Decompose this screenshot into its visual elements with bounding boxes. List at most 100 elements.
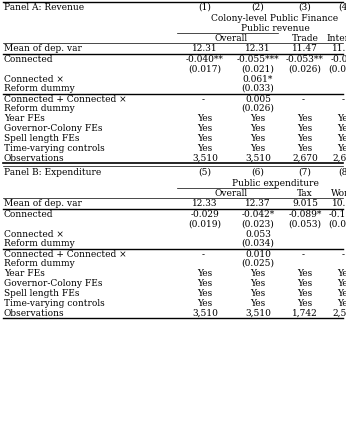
Text: (0.025): (0.025) bbox=[242, 259, 274, 268]
Text: (0.019): (0.019) bbox=[189, 220, 221, 229]
Text: Trade: Trade bbox=[292, 34, 318, 43]
Text: -0.043: -0.043 bbox=[331, 55, 346, 64]
Text: 11.47: 11.47 bbox=[292, 44, 318, 53]
Text: Overall: Overall bbox=[215, 34, 247, 43]
Text: -0.053**: -0.053** bbox=[286, 55, 324, 64]
Text: Yes: Yes bbox=[197, 299, 213, 308]
Text: Yes: Yes bbox=[197, 144, 213, 153]
Text: Time-varying controls: Time-varying controls bbox=[4, 299, 105, 308]
Text: 0.010: 0.010 bbox=[245, 250, 271, 259]
Text: Yes: Yes bbox=[251, 124, 266, 133]
Text: -: - bbox=[302, 95, 308, 104]
Text: Yes: Yes bbox=[337, 134, 346, 143]
Text: 10.32: 10.32 bbox=[332, 199, 346, 208]
Text: (0.032): (0.032) bbox=[329, 65, 346, 74]
Text: -0.042*: -0.042* bbox=[242, 210, 275, 219]
Text: Yes: Yes bbox=[251, 289, 266, 298]
Text: Yes: Yes bbox=[337, 289, 346, 298]
Text: (0.021): (0.021) bbox=[242, 65, 274, 74]
Text: Yes: Yes bbox=[337, 269, 346, 278]
Text: Yes: Yes bbox=[297, 134, 313, 143]
Text: Yes: Yes bbox=[197, 269, 213, 278]
Text: Connected + Connected ×: Connected + Connected × bbox=[4, 250, 127, 259]
Text: (2): (2) bbox=[252, 3, 264, 12]
Text: Observations: Observations bbox=[4, 154, 65, 163]
Text: Connected + Connected ×: Connected + Connected × bbox=[4, 95, 127, 104]
Text: Internal: Internal bbox=[327, 34, 346, 43]
Text: -: - bbox=[202, 95, 208, 104]
Text: Yes: Yes bbox=[197, 279, 213, 288]
Text: 3,510: 3,510 bbox=[192, 309, 218, 318]
Text: Connected ×: Connected × bbox=[4, 75, 64, 84]
Text: Yes: Yes bbox=[197, 114, 213, 123]
Text: -: - bbox=[202, 250, 208, 259]
Text: Yes: Yes bbox=[251, 299, 266, 308]
Text: Overall: Overall bbox=[215, 189, 247, 198]
Text: (0.026): (0.026) bbox=[289, 65, 321, 74]
Text: Yes: Yes bbox=[251, 114, 266, 123]
Text: -: - bbox=[342, 95, 346, 104]
Text: Tax: Tax bbox=[297, 189, 313, 198]
Text: Year FEs: Year FEs bbox=[4, 114, 45, 123]
Text: Governor-Colony FEs: Governor-Colony FEs bbox=[4, 124, 102, 133]
Text: Observations: Observations bbox=[4, 309, 65, 318]
Text: Yes: Yes bbox=[251, 279, 266, 288]
Text: -0.089*: -0.089* bbox=[288, 210, 322, 219]
Text: (0.026): (0.026) bbox=[242, 104, 274, 113]
Text: Yes: Yes bbox=[197, 134, 213, 143]
Text: (4): (4) bbox=[339, 3, 346, 12]
Text: Yes: Yes bbox=[251, 144, 266, 153]
Text: 12.37: 12.37 bbox=[245, 199, 271, 208]
Text: Yes: Yes bbox=[297, 269, 313, 278]
Text: Yes: Yes bbox=[337, 279, 346, 288]
Text: Spell length FEs: Spell length FEs bbox=[4, 134, 80, 143]
Text: (3): (3) bbox=[299, 3, 311, 12]
Text: Mean of dep. var: Mean of dep. var bbox=[4, 44, 82, 53]
Text: (0.062): (0.062) bbox=[329, 220, 346, 229]
Text: Yes: Yes bbox=[297, 124, 313, 133]
Text: Panel B: Expenditure: Panel B: Expenditure bbox=[4, 168, 101, 177]
Text: Public revenue: Public revenue bbox=[240, 24, 309, 33]
Text: (0.017): (0.017) bbox=[189, 65, 221, 74]
Text: Reform dummy: Reform dummy bbox=[4, 84, 75, 93]
Text: Yes: Yes bbox=[197, 124, 213, 133]
Text: Spell length FEs: Spell length FEs bbox=[4, 289, 80, 298]
Text: Yes: Yes bbox=[297, 299, 313, 308]
Text: Yes: Yes bbox=[297, 279, 313, 288]
Text: Public expenditure: Public expenditure bbox=[231, 179, 318, 188]
Text: -0.107*: -0.107* bbox=[328, 210, 346, 219]
Text: Yes: Yes bbox=[337, 144, 346, 153]
Text: 3,510: 3,510 bbox=[192, 154, 218, 163]
Text: (7): (7) bbox=[299, 168, 311, 177]
Text: Yes: Yes bbox=[337, 124, 346, 133]
Text: (6): (6) bbox=[252, 168, 264, 177]
Text: 1,742: 1,742 bbox=[292, 309, 318, 318]
Text: 9.015: 9.015 bbox=[292, 199, 318, 208]
Text: Yes: Yes bbox=[251, 134, 266, 143]
Text: (0.023): (0.023) bbox=[242, 220, 274, 229]
Text: 12.31: 12.31 bbox=[245, 44, 271, 53]
Text: Yes: Yes bbox=[297, 144, 313, 153]
Text: Panel A: Revenue: Panel A: Revenue bbox=[4, 3, 84, 12]
Text: (5): (5) bbox=[199, 168, 211, 177]
Text: -0.040**: -0.040** bbox=[186, 55, 224, 64]
Text: Yes: Yes bbox=[297, 289, 313, 298]
Text: Yes: Yes bbox=[297, 114, 313, 123]
Text: 2,652: 2,652 bbox=[332, 154, 346, 163]
Text: Connected: Connected bbox=[4, 55, 54, 64]
Text: -0.055***: -0.055*** bbox=[237, 55, 279, 64]
Text: (0.033): (0.033) bbox=[242, 84, 274, 93]
Text: (1): (1) bbox=[199, 3, 211, 12]
Text: Reform dummy: Reform dummy bbox=[4, 104, 75, 113]
Text: Reform dummy: Reform dummy bbox=[4, 259, 75, 268]
Text: Connected ×: Connected × bbox=[4, 230, 64, 239]
Text: 11.58: 11.58 bbox=[332, 44, 346, 53]
Text: Reform dummy: Reform dummy bbox=[4, 239, 75, 248]
Text: (0.034): (0.034) bbox=[242, 239, 274, 248]
Text: (0.053): (0.053) bbox=[289, 220, 321, 229]
Text: Colony-level Public Finance: Colony-level Public Finance bbox=[211, 14, 339, 23]
Text: -: - bbox=[302, 250, 308, 259]
Text: Governor-Colony FEs: Governor-Colony FEs bbox=[4, 279, 102, 288]
Text: 3,510: 3,510 bbox=[245, 154, 271, 163]
Text: Yes: Yes bbox=[337, 114, 346, 123]
